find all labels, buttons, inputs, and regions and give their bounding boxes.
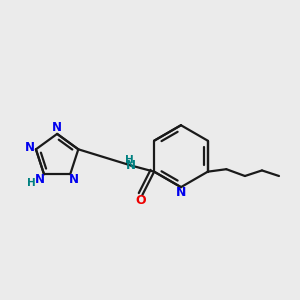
Text: N: N [126,159,136,172]
Text: N: N [24,141,34,154]
Text: H: H [27,178,36,188]
Text: O: O [136,194,146,207]
Text: N: N [52,121,62,134]
Text: N: N [69,173,79,186]
Text: N: N [35,173,45,186]
Text: H: H [125,155,134,165]
Text: N: N [176,186,186,199]
